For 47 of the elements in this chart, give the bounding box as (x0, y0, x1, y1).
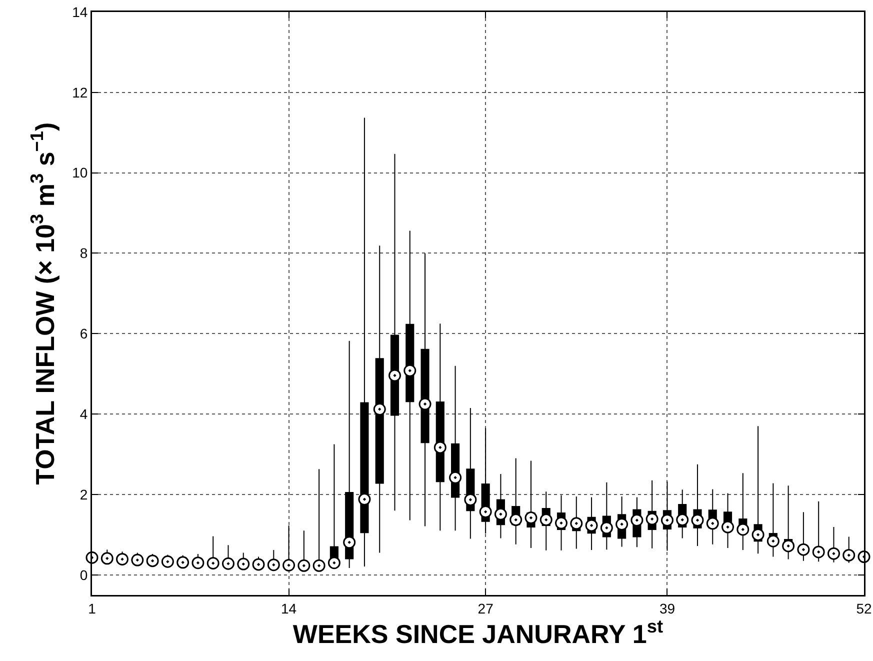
point (570, 517, 583, 530)
point (434, 441, 446, 454)
point (797, 543, 810, 556)
point (812, 546, 825, 558)
point (585, 519, 598, 532)
point (418, 398, 432, 410)
point (312, 559, 326, 572)
point (782, 540, 795, 552)
x-tick-label: 27 (478, 600, 494, 616)
point (555, 516, 568, 530)
point (842, 548, 856, 562)
point (646, 512, 658, 526)
y-tick-label: 6 (80, 326, 88, 342)
point (388, 369, 401, 382)
point (146, 554, 159, 568)
y-tick-label: 10 (72, 164, 88, 181)
y-tick-label: 12 (72, 84, 88, 100)
point (827, 547, 840, 560)
point (192, 556, 204, 570)
point (282, 559, 296, 572)
y-tick-label: 0 (80, 566, 88, 583)
x-tick-label: 14 (280, 600, 297, 616)
point (766, 534, 780, 548)
point (736, 523, 750, 536)
point (449, 471, 462, 484)
point (328, 556, 340, 570)
y-tick-label: 2 (80, 486, 88, 502)
point (600, 522, 613, 534)
point (510, 514, 522, 526)
point (267, 558, 280, 572)
point (237, 558, 250, 570)
x-tick-label: 1 (88, 600, 96, 616)
point (722, 520, 734, 534)
y-tick-label: 8 (80, 245, 88, 262)
point (706, 517, 719, 530)
point (298, 559, 310, 572)
point (206, 556, 220, 570)
point (100, 552, 114, 565)
point (404, 364, 416, 377)
x-axis-title: WEEKS SINCE JANURARY 1$^{st}$ (292, 616, 664, 650)
point (343, 536, 356, 549)
y-tick-label: 4 (80, 406, 88, 422)
x-tick-label: 52 (856, 600, 872, 616)
point (222, 557, 234, 570)
x-tick-label: 39 (659, 600, 676, 616)
y-tick-label: 14 (72, 4, 88, 20)
point (494, 508, 507, 520)
